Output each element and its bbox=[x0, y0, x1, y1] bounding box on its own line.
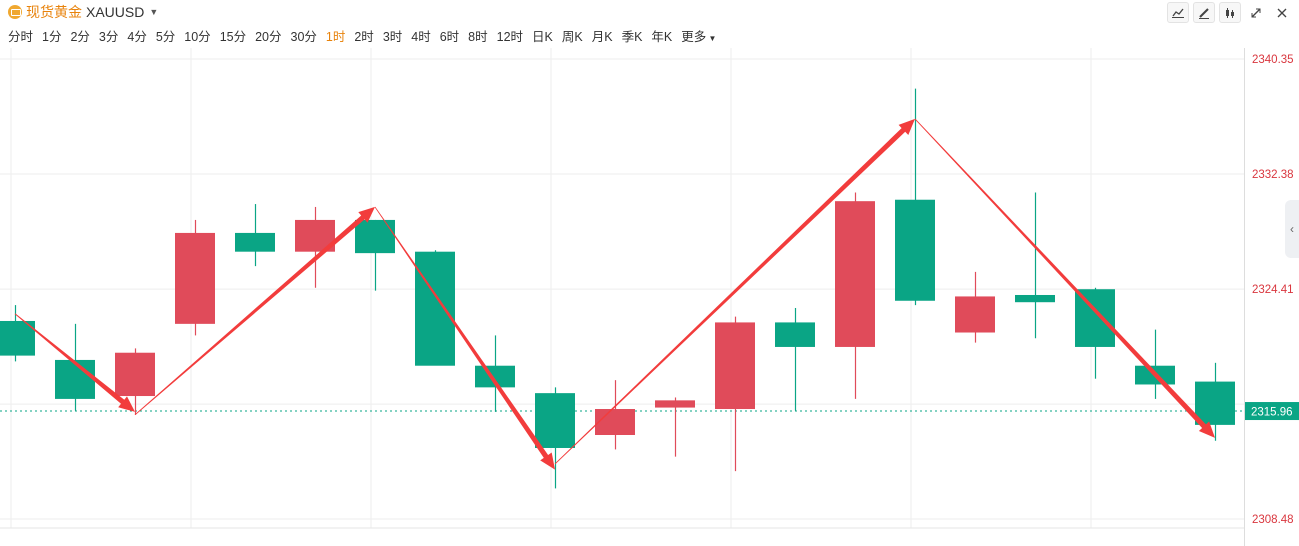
candle-body bbox=[595, 409, 635, 435]
line-chart-icon[interactable] bbox=[1167, 2, 1189, 23]
trend-arrow-shape bbox=[374, 206, 555, 470]
candle-body bbox=[655, 400, 695, 408]
candle-body bbox=[0, 320, 35, 356]
period-tab[interactable]: 12时 bbox=[496, 30, 524, 44]
symbol-code: XAUUSD bbox=[86, 4, 145, 20]
candle-body bbox=[1075, 289, 1115, 347]
current-price-tag bbox=[1245, 402, 1299, 421]
period-tab[interactable]: 3分 bbox=[98, 30, 119, 44]
fullscreen-icon[interactable] bbox=[1245, 2, 1267, 23]
y-tick-label: 2324.41 bbox=[1252, 284, 1294, 296]
period-tab[interactable]: 分时 bbox=[8, 30, 34, 44]
candle-body bbox=[775, 322, 815, 347]
period-tab[interactable]: 月K bbox=[591, 30, 613, 44]
period-tab[interactable]: 1时 bbox=[325, 30, 346, 44]
candle-body bbox=[415, 251, 455, 366]
gold-icon bbox=[8, 5, 22, 19]
period-tab[interactable]: 15分 bbox=[219, 30, 247, 44]
candle-body bbox=[175, 232, 215, 324]
candle-body bbox=[835, 201, 875, 347]
candle-body bbox=[715, 322, 755, 410]
trend-arrow bbox=[554, 118, 915, 465]
period-tab[interactable]: 季K bbox=[621, 30, 643, 44]
period-tabs: 分时 1分 2分 3分 4分 5分 10分 15分 20分 30分 1时 2时 3时 4时 6时 8时 12时日… bbox=[8, 26, 725, 44]
candle-body bbox=[535, 393, 575, 448]
trend-arrow-shape bbox=[14, 313, 136, 412]
candlestick-icon[interactable] bbox=[1219, 2, 1241, 23]
symbol-selector[interactable]: 现货黄金 XAUUSD ▼ bbox=[8, 2, 158, 22]
period-tab[interactable]: 5分 bbox=[155, 30, 176, 44]
symbol-name: 现货黄金 bbox=[26, 4, 82, 20]
period-tab[interactable]: 30分 bbox=[290, 30, 317, 44]
trend-arrow-shape bbox=[914, 118, 1215, 438]
candle-body bbox=[955, 296, 995, 333]
chevron-down-icon: ▼ bbox=[706, 34, 717, 43]
period-tab[interactable]: 4时 bbox=[411, 30, 431, 44]
period-tab[interactable]: 1分 bbox=[42, 30, 62, 44]
period-tab[interactable]: 6时 bbox=[439, 30, 460, 44]
side-panel-toggle[interactable]: ‹ bbox=[1285, 200, 1299, 258]
period-tab[interactable]: 10分 bbox=[184, 30, 211, 44]
y-tick-label: 2332.38 bbox=[1252, 169, 1294, 181]
period-tab[interactable]: 3时 bbox=[382, 30, 403, 44]
trend-arrow bbox=[914, 118, 1215, 438]
period-tab[interactable]: 8时 bbox=[468, 30, 488, 44]
period-tab[interactable]: 4分 bbox=[127, 30, 147, 44]
period-tab[interactable]: 20分 bbox=[255, 30, 282, 44]
candle-body bbox=[355, 219, 395, 254]
candle-body bbox=[475, 365, 515, 388]
trend-arrow bbox=[14, 313, 136, 412]
candle-body bbox=[235, 232, 275, 252]
candlestick-chart[interactable]: 2340.35 2332.38 2324.41 2308.48 2315.96 bbox=[0, 48, 1299, 546]
close-icon[interactable] bbox=[1271, 2, 1293, 23]
trend-arrow bbox=[374, 206, 555, 470]
trend-arrow bbox=[134, 206, 375, 416]
chevron-down-icon: ▼ bbox=[149, 7, 159, 17]
pen-draw-icon[interactable] bbox=[1193, 2, 1215, 23]
chevron-left-icon: ‹ bbox=[1290, 222, 1294, 236]
period-tab[interactable]: 日K bbox=[532, 30, 553, 44]
period-tab[interactable]: 2分 bbox=[70, 30, 90, 44]
candle-body bbox=[115, 352, 155, 397]
candle-body bbox=[1015, 294, 1055, 303]
period-tab[interactable]: 周K bbox=[561, 30, 583, 44]
candle-body bbox=[55, 359, 95, 399]
current-price-label: 2315.96 bbox=[1251, 407, 1293, 419]
period-tab[interactable]: 年K bbox=[651, 30, 673, 44]
toolbar bbox=[1167, 2, 1293, 23]
top-bar: 现货黄金 XAUUSD ▼ bbox=[0, 0, 1299, 23]
period-tab[interactable]: 更多 ▼ bbox=[681, 30, 717, 44]
trend-arrow-shape bbox=[554, 118, 915, 465]
candle-body bbox=[895, 199, 935, 301]
candle-body bbox=[1195, 381, 1235, 425]
period-tab[interactable]: 2时 bbox=[354, 30, 374, 44]
trend-arrow-shape bbox=[134, 206, 375, 416]
y-tick-label: 2308.48 bbox=[1252, 514, 1294, 526]
y-tick-label: 2340.35 bbox=[1252, 54, 1294, 66]
